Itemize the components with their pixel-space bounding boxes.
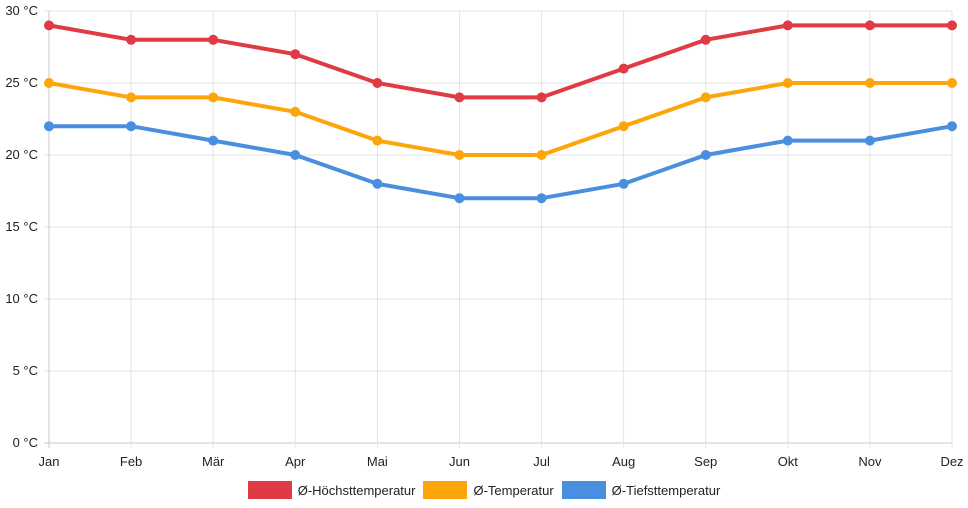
data-point[interactable] <box>454 193 465 204</box>
data-point[interactable] <box>126 92 137 103</box>
data-point[interactable] <box>864 135 875 146</box>
data-point[interactable] <box>947 20 957 31</box>
y-tick-label: 5 °C <box>13 363 38 378</box>
y-tick-label: 0 °C <box>13 435 38 450</box>
x-tick-label: Mai <box>367 454 388 469</box>
data-point[interactable] <box>126 34 137 45</box>
data-point[interactable] <box>536 193 547 204</box>
data-point[interactable] <box>208 34 219 45</box>
legend-swatch-avg <box>423 481 468 499</box>
data-point[interactable] <box>372 135 383 146</box>
x-tick-label: Jul <box>533 454 550 469</box>
series-line <box>49 124 953 201</box>
y-axis: 0 °C 5 °C 10 °C 15 °C 20 °C 25 °C 30 °C <box>5 3 38 450</box>
series-line <box>48 23 952 100</box>
grid <box>44 10 953 448</box>
legend-item-low[interactable]: Ø-Tiefsttemperatur <box>561 481 721 499</box>
data-point[interactable] <box>44 20 54 31</box>
data-point[interactable] <box>44 78 54 88</box>
x-tick-label: Apr <box>285 454 306 469</box>
x-tick-label: Feb <box>120 454 142 469</box>
x-tick-label: Jan <box>39 454 60 469</box>
data-point[interactable] <box>536 92 547 103</box>
data-point[interactable] <box>700 34 711 45</box>
data-point[interactable] <box>782 78 793 88</box>
x-tick-label: Jun <box>449 454 470 469</box>
data-point[interactable] <box>700 92 711 103</box>
legend-label-low: Ø-Tiefsttemperatur <box>611 482 721 498</box>
legend-item-high[interactable]: Ø-Höchsttemperatur <box>247 481 416 499</box>
data-point[interactable] <box>44 121 54 132</box>
data-point[interactable] <box>618 121 629 132</box>
series-line <box>48 81 952 157</box>
x-tick-label: Nov <box>858 454 882 469</box>
x-tick-label: Aug <box>612 454 635 469</box>
x-axis: Jan Feb Mär Apr Mai Jun Jul Aug Sep Okt Nov Dez <box>39 454 964 469</box>
data-point[interactable] <box>208 92 219 103</box>
y-tick-label: 15 °C <box>5 219 38 234</box>
legend-label-avg: Ø-Temperatur <box>473 482 554 498</box>
data-point[interactable] <box>700 150 711 160</box>
x-tick-label: Okt <box>778 454 799 469</box>
series-group <box>44 20 957 204</box>
data-point[interactable] <box>454 92 465 103</box>
legend-item-avg[interactable]: Ø-Temperatur <box>423 481 554 499</box>
y-tick-label: 30 °C <box>5 3 38 18</box>
data-point[interactable] <box>536 150 547 160</box>
data-point[interactable] <box>372 178 383 189</box>
legend-label-high: Ø-Höchsttemperatur <box>297 482 416 498</box>
data-point[interactable] <box>618 178 629 189</box>
y-tick-label: 10 °C <box>5 291 38 306</box>
x-tick-label: Dez <box>940 454 963 469</box>
line-chart: 0 °C 5 °C 10 °C 15 °C 20 °C 25 °C 30 °C Jan Feb… <box>5 3 964 469</box>
x-tick-label: Sep <box>694 454 717 469</box>
y-tick-label: 25 °C <box>5 75 38 90</box>
data-point[interactable] <box>864 78 875 88</box>
legend: Ø-Höchsttemperatur Ø-Temperatur Ø-Tiefst… <box>0 481 968 499</box>
data-point[interactable] <box>372 78 383 88</box>
data-point[interactable] <box>947 121 957 132</box>
data-point[interactable] <box>864 20 875 31</box>
legend-swatch-low <box>561 481 606 499</box>
y-tick-label: 20 °C <box>5 147 38 162</box>
data-point[interactable] <box>947 78 957 88</box>
data-point[interactable] <box>290 106 301 117</box>
data-point[interactable] <box>208 135 219 146</box>
data-point[interactable] <box>290 150 301 160</box>
data-point[interactable] <box>618 63 629 74</box>
data-point[interactable] <box>782 135 793 146</box>
data-point[interactable] <box>782 20 793 31</box>
data-point[interactable] <box>290 49 301 60</box>
data-point[interactable] <box>454 150 465 160</box>
x-tick-label: Mär <box>202 454 225 469</box>
legend-swatch-high <box>247 481 292 499</box>
data-point[interactable] <box>126 121 137 132</box>
